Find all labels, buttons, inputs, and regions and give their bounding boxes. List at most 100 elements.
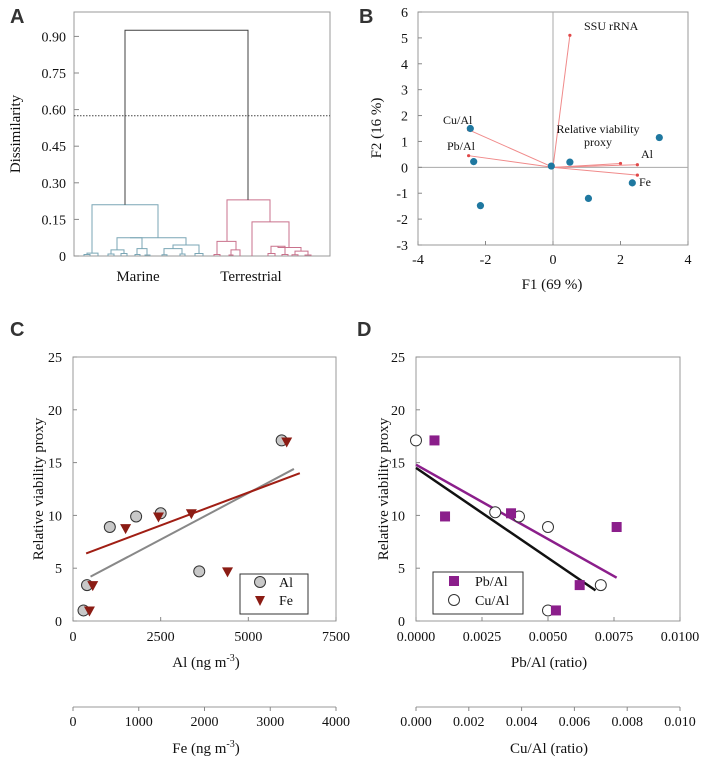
pca-label-al: Al [641, 147, 654, 161]
scatter-d-cu-tick-label: 0.004 [506, 715, 538, 730]
scatter-c-x2-label-end: ) [235, 741, 240, 757]
scatter-d-y-label: Relative viability proxy [376, 417, 392, 560]
scatter-c-y-tick-label: 0 [55, 615, 62, 630]
legend-al-marker [254, 576, 266, 588]
pca-observation-point [466, 124, 474, 133]
scatter-c-y-ticks: 0 5 10 15 20 25 [48, 351, 77, 630]
dendrogram-y-tick-label: 0.75 [42, 67, 67, 82]
scatter-d-y-tick-label: 5 [398, 562, 405, 577]
scatter-d-pbal-point [574, 580, 585, 591]
pca-vector-line [468, 155, 554, 168]
pca-vector-line [552, 166, 638, 176]
scatter-c-fe-tick-label: 0 [70, 715, 77, 730]
scatter-d-x-tick-label: 0.0075 [595, 630, 634, 645]
scatter-c-x-tick-label: 7500 [322, 630, 350, 645]
scatter-c-y-tick-label: 20 [48, 404, 62, 419]
scatter-d-pbal-point [429, 435, 440, 446]
dendrogram-y-tick-label: 0.60 [42, 104, 67, 119]
scatter-c-points [77, 434, 293, 617]
scatter-d-cual-point [489, 506, 502, 519]
scatter-c-y-tick-label: 10 [48, 509, 62, 524]
panel-a-dendrogram: A 0 0.15 0.30 0.45 0.60 0.75 0.90 Dissimilarit… [8, 6, 331, 285]
pca-label-fe: Fe [639, 175, 651, 189]
scatter-c-x-label-end: ) [235, 655, 240, 671]
scatter-d-cual-fit-line [415, 466, 597, 592]
scatter-c-fe-point [185, 509, 197, 520]
pca-label-ssu-rrna: SSU rRNA [584, 19, 639, 33]
pca-label-viability: Relative viability proxy [556, 123, 640, 149]
scatter-c-y-label: Relative viability proxy [31, 417, 47, 560]
scatter-c-x-tick-label: 2500 [147, 630, 175, 645]
scatter-d-pbal-point [611, 522, 622, 533]
scatter-d-legend: Pb/Al Cu/Al [432, 571, 524, 615]
scatter-d-y-tick-label: 25 [391, 351, 405, 366]
scatter-d-x2-label: Cu/Al (ratio) [510, 741, 588, 757]
scatter-d-x-ticks: 0.0000 0.0025 0.0050 0.0075 0.0100 [397, 617, 699, 645]
scatter-d-y-tick-label: 0 [398, 615, 405, 630]
scatter-c-al-point [130, 510, 143, 523]
scatter-c-fe-point [120, 524, 132, 535]
pca-y-tick-label: 5 [401, 32, 408, 47]
scatter-c-fe-tick-label: 4000 [322, 715, 350, 730]
scatter-c-al-point [193, 565, 206, 578]
pca-x-tick-label: 2 [617, 253, 624, 268]
pca-y-tick-label: 6 [401, 6, 408, 21]
legend-fe-label: Fe [279, 594, 293, 609]
pca-zero-axes [418, 12, 688, 245]
scatter-c-frame [72, 356, 337, 622]
pca-observation-point [566, 158, 574, 166]
pca-observation-point [476, 202, 485, 210]
scatter-c-fe-tick-label: 1000 [125, 715, 153, 730]
marine-link [130, 237, 187, 246]
terrestrial-link [216, 240, 237, 255]
panel-letter-b: B [359, 6, 373, 28]
scatter-c-fe-point [83, 606, 95, 617]
dendrogram-label-marine: Marine [116, 269, 160, 285]
terrestrial-link [226, 199, 271, 242]
scatter-d-y-tick-label: 10 [391, 509, 405, 524]
panel-letter-a: A [10, 6, 24, 28]
dendrogram-y-tick-label: 0.30 [42, 177, 67, 192]
legend-pbal-label: Pb/Al [475, 575, 508, 590]
dendrogram-y-tick-label: 0.15 [42, 213, 67, 228]
pca-observation-point [655, 133, 663, 142]
pca-x-tick-label: 4 [685, 253, 692, 268]
dendrogram-label-terrestrial: Terrestrial [220, 269, 281, 285]
dendrogram-y-label: Dissimilarity [8, 94, 24, 173]
scatter-d-x-tick-label: 0.0000 [397, 630, 436, 645]
scatter-c-y-tick-label: 15 [48, 457, 62, 472]
pca-points [466, 124, 663, 210]
scatter-d-pbal-point [506, 508, 517, 519]
pca-observation-point [584, 194, 593, 202]
legend-fe-marker [255, 596, 265, 606]
panel-letter-d: D [357, 319, 371, 341]
scatter-c-fe-point [87, 581, 99, 592]
marine-link [163, 248, 183, 255]
scatter-d-cual-point [594, 579, 607, 592]
scatter-c-x-tick-label: 5000 [234, 630, 262, 645]
scatter-c-x-label-main: Al (ng m [172, 655, 226, 671]
pca-vector-line [468, 129, 554, 168]
panel-letter-c: C [10, 319, 24, 341]
scatter-c-fit-lines [85, 468, 301, 578]
scatter-d-cu-tick-label: 0.006 [559, 715, 591, 730]
marine-link [116, 237, 143, 250]
scatter-c-x2-label: Fe (ng m-3) [172, 739, 240, 757]
legend-pbal-marker [449, 576, 459, 586]
scatter-c-fe-point [152, 512, 164, 523]
pca-y-tick-label: -2 [396, 213, 408, 228]
legend-al-label: Al [279, 576, 293, 591]
dendrogram-frame [73, 11, 331, 257]
scatter-c-y-tick-label: 5 [55, 562, 62, 577]
scatter-d-cual-point [410, 434, 422, 447]
scatter-d-pbal-point [440, 511, 451, 522]
dendrogram-y-tick-label: 0.45 [42, 140, 67, 155]
scatter-d-cu-ticks: 0.000 0.002 0.004 0.006 0.008 0.010 [400, 707, 696, 730]
scatter-d-x-tick-label: 0.0025 [463, 630, 502, 645]
pca-vectors [467, 33, 639, 177]
scatter-c-y-tick-label: 25 [48, 351, 62, 366]
pca-label-pb-al: Pb/Al [447, 139, 476, 153]
scatter-d-x-tick-label: 0.0050 [529, 630, 568, 645]
